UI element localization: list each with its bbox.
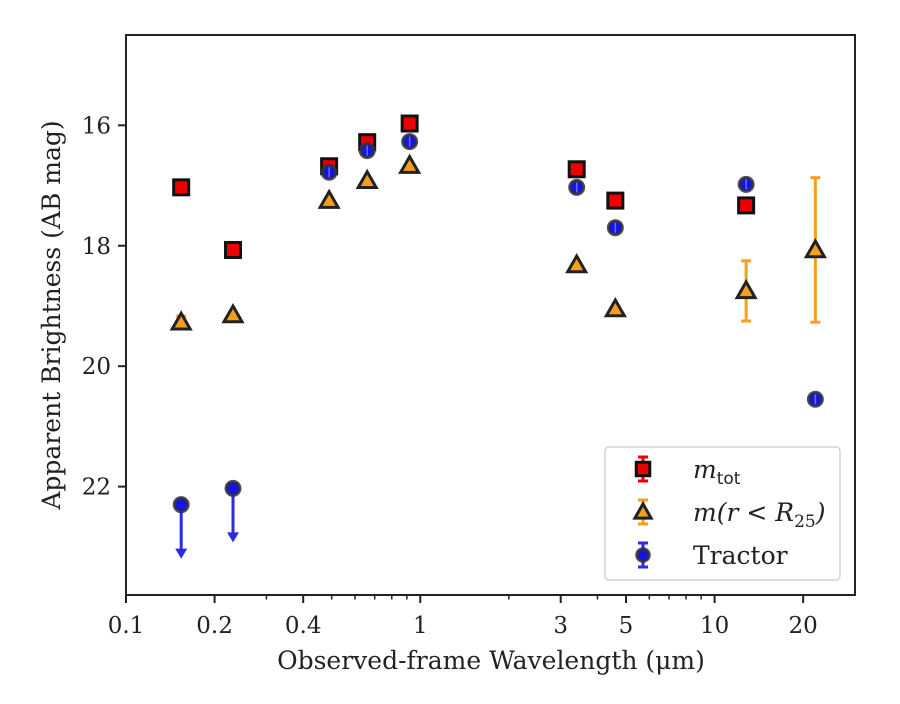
legend-entry: m(r < R25) <box>632 498 825 532</box>
series-circle <box>172 133 824 559</box>
marker-circle <box>172 496 190 514</box>
data-point-circle <box>358 142 376 160</box>
data-point-square <box>224 240 243 259</box>
marker-square <box>172 178 191 197</box>
data-point-circle <box>606 219 624 237</box>
x-tick-label: 0.2 <box>196 613 233 639</box>
upper-limit-arrow-head <box>227 532 240 543</box>
marker-square <box>224 240 243 259</box>
legend-marker-circle <box>635 547 651 563</box>
data-point-circle <box>737 175 755 193</box>
x-tick-label: 0.4 <box>285 613 322 639</box>
data-point-square <box>606 191 625 210</box>
data-point-circle <box>568 178 586 196</box>
data-point-triangle <box>603 296 627 318</box>
marker-triangle <box>603 296 627 318</box>
data-point-triangle <box>565 252 589 274</box>
upper-limit-arrow-head <box>175 548 188 559</box>
data-point-triangle <box>221 302 245 324</box>
marker-triangle <box>355 168 379 189</box>
marker-triangle <box>169 310 193 331</box>
data-point-triangle <box>734 259 758 323</box>
legend-marker-square <box>634 460 652 478</box>
marker-square <box>737 196 756 215</box>
legend-marker-triangle <box>632 500 654 520</box>
marker-circle <box>224 479 242 497</box>
data-point-triangle <box>355 168 379 189</box>
axes-layer: 0.1 0.2 0.4 1 3 5 10 20 16 18 20 22 <box>82 34 856 639</box>
y-tick-label: 22 <box>82 475 111 501</box>
data-point-square <box>567 160 586 179</box>
data-point-circle <box>401 133 419 151</box>
marker-triangle <box>734 278 758 300</box>
x-tick-label: 0.1 <box>108 613 145 639</box>
data-point-square <box>172 178 191 197</box>
data-point-triangle <box>317 188 341 209</box>
plot-frame <box>125 34 856 596</box>
data-point-square <box>737 196 756 215</box>
legend-label: Tractor <box>693 541 788 570</box>
y-tick-label: 18 <box>82 234 111 260</box>
legend-entry: Tractor <box>635 541 788 570</box>
marker-triangle <box>398 153 422 174</box>
data-point-circle <box>224 479 242 543</box>
data-point-circle <box>172 496 190 559</box>
x-tick-label: 1 <box>413 613 428 639</box>
data-point-triangle <box>398 153 422 174</box>
marker-triangle <box>317 188 341 209</box>
marker-square <box>606 191 625 210</box>
legend-label: m(r < R25) <box>693 498 825 532</box>
y-tick-label: 20 <box>82 354 111 380</box>
marks-layer <box>169 114 827 559</box>
legend: mtot m(r < R25) Tractor <box>604 446 841 581</box>
y-axis-label: Apparent Brightness (AB mag) <box>37 120 66 510</box>
marker-triangle <box>221 302 245 324</box>
x-axis-label: Observed-frame Wavelength (μm) <box>277 646 705 675</box>
marker-square <box>567 160 586 179</box>
series-triangle <box>169 153 827 331</box>
y-tick-label: 16 <box>82 113 111 139</box>
x-tick-label: 20 <box>789 613 818 639</box>
data-point-triangle <box>169 310 193 331</box>
legend-box <box>604 446 841 581</box>
x-tick-label: 5 <box>619 613 634 639</box>
legend-entry: mtot <box>634 455 741 489</box>
data-point-triangle <box>803 176 827 324</box>
data-point-square <box>400 114 419 133</box>
marker-triangle <box>803 237 827 259</box>
data-point-circle <box>806 390 824 408</box>
data-point-circle <box>320 163 338 181</box>
x-tick-label: 3 <box>553 613 568 639</box>
marker-triangle <box>565 252 589 274</box>
marker-square <box>400 114 419 133</box>
legend-label: mtot <box>693 455 741 489</box>
x-tick-label: 10 <box>700 613 729 639</box>
